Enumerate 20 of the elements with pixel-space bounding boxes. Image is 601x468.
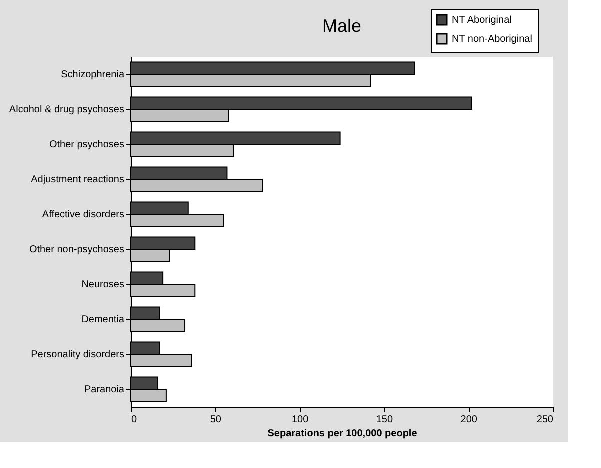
x-tick-label: 200	[460, 414, 478, 426]
y-tick-label: Adjustment reactions	[31, 174, 124, 186]
y-tick-label: Paranoia	[84, 384, 125, 396]
y-tick-label: Alcohol & drug psychoses	[9, 104, 124, 116]
x-tick-label: 100	[292, 414, 310, 426]
legend-label: NT non-Aboriginal	[452, 34, 532, 45]
y-tick-label: Other psychoses	[49, 140, 124, 150]
y-tick-label: Other non-psychoses	[29, 244, 124, 256]
x-tick-label: 0	[132, 414, 138, 426]
y-tick-label: Affective disorders	[42, 210, 124, 220]
y-tick-label: Schizophrenia	[61, 70, 125, 80]
y-tick-label: Dementia	[82, 314, 125, 326]
x-axis-title: Separations per 100,000 people	[268, 428, 418, 440]
x-tick-label: 150	[376, 414, 394, 426]
x-tick-label: 250	[536, 414, 554, 426]
legend-label: NT Aboriginal	[452, 15, 512, 26]
x-tick-label: 50	[210, 414, 222, 426]
y-tick-label: Personality disorders	[31, 350, 124, 360]
y-tick-label: Neuroses	[82, 280, 124, 290]
chart-title: Male	[322, 16, 362, 36]
